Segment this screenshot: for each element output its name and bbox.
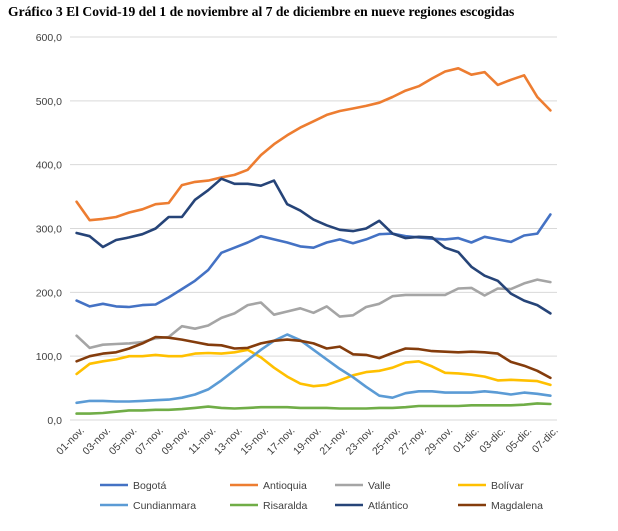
- y-tick-label: 500,0: [36, 96, 62, 108]
- x-tick-label: 13-nov.: [212, 425, 245, 458]
- x-tick-label: 19-nov.: [291, 425, 324, 458]
- y-axis-ticks: 0,0 100,0 200,0 300,0 400,0 500,0 600,0: [36, 32, 62, 427]
- series-line: [75, 402, 552, 415]
- y-tick-label: 300,0: [36, 224, 62, 236]
- series-line: [75, 348, 552, 388]
- x-tick-label: 01-nov.: [54, 425, 87, 458]
- chart-title: Gráfico 3 El Covid-19 del 1 de noviembre…: [8, 4, 515, 19]
- y-tick-label: 400,0: [36, 160, 62, 172]
- series-line: [75, 213, 552, 309]
- x-tick-label: 15-nov.: [238, 425, 271, 458]
- x-axis-ticks: 01-nov.03-nov.05-nov.07-nov.09-nov.11-no…: [54, 425, 561, 458]
- x-tick-label: 05-nov.: [107, 425, 140, 458]
- legend-label: Bolívar: [491, 480, 524, 492]
- x-tick-label: 03-nov.: [80, 425, 113, 458]
- series-line: [75, 335, 552, 380]
- x-tick-label: 05-dic.: [504, 425, 535, 456]
- x-tick-label: 17-nov.: [265, 425, 298, 458]
- legend-label: Atlántico: [368, 500, 408, 512]
- y-tick-label: 100,0: [36, 351, 62, 363]
- x-tick-label: 27-nov.: [396, 425, 429, 458]
- legend-label: Magdalena: [491, 500, 543, 512]
- x-tick-label: 21-nov.: [317, 425, 350, 458]
- legend-label: Risaralda: [263, 500, 308, 512]
- legend-label: Cundianmara: [133, 500, 196, 512]
- x-tick-label: 29-nov.: [423, 425, 456, 458]
- series-line: [75, 333, 552, 405]
- x-tick-label: 03-dic.: [477, 425, 508, 456]
- series-line: [75, 177, 552, 315]
- series-line: [75, 278, 552, 350]
- x-tick-label: 23-nov.: [344, 425, 377, 458]
- legend-label: Antioquia: [263, 480, 307, 492]
- legend-label: Bogotá: [133, 480, 166, 492]
- legend: Bogotá Antioquia Valle Bolívar Cundianmara Ri…: [100, 480, 543, 512]
- series-lines: [75, 67, 552, 415]
- x-tick-label: 09-nov.: [159, 425, 192, 458]
- y-tick-label: 0,0: [47, 415, 62, 427]
- x-tick-label: 07-nov.: [133, 425, 166, 458]
- y-tick-label: 200,0: [36, 287, 62, 299]
- legend-label: Valle: [368, 480, 391, 492]
- x-tick-label: 01-dic.: [451, 425, 482, 456]
- gridlines: [70, 36, 557, 421]
- x-tick-label: 25-nov.: [370, 425, 403, 458]
- x-tick-label: 07-dic.: [530, 425, 561, 456]
- x-tick-label: 11-nov.: [186, 425, 218, 457]
- y-tick-label: 600,0: [36, 32, 62, 44]
- series-line: [75, 67, 552, 222]
